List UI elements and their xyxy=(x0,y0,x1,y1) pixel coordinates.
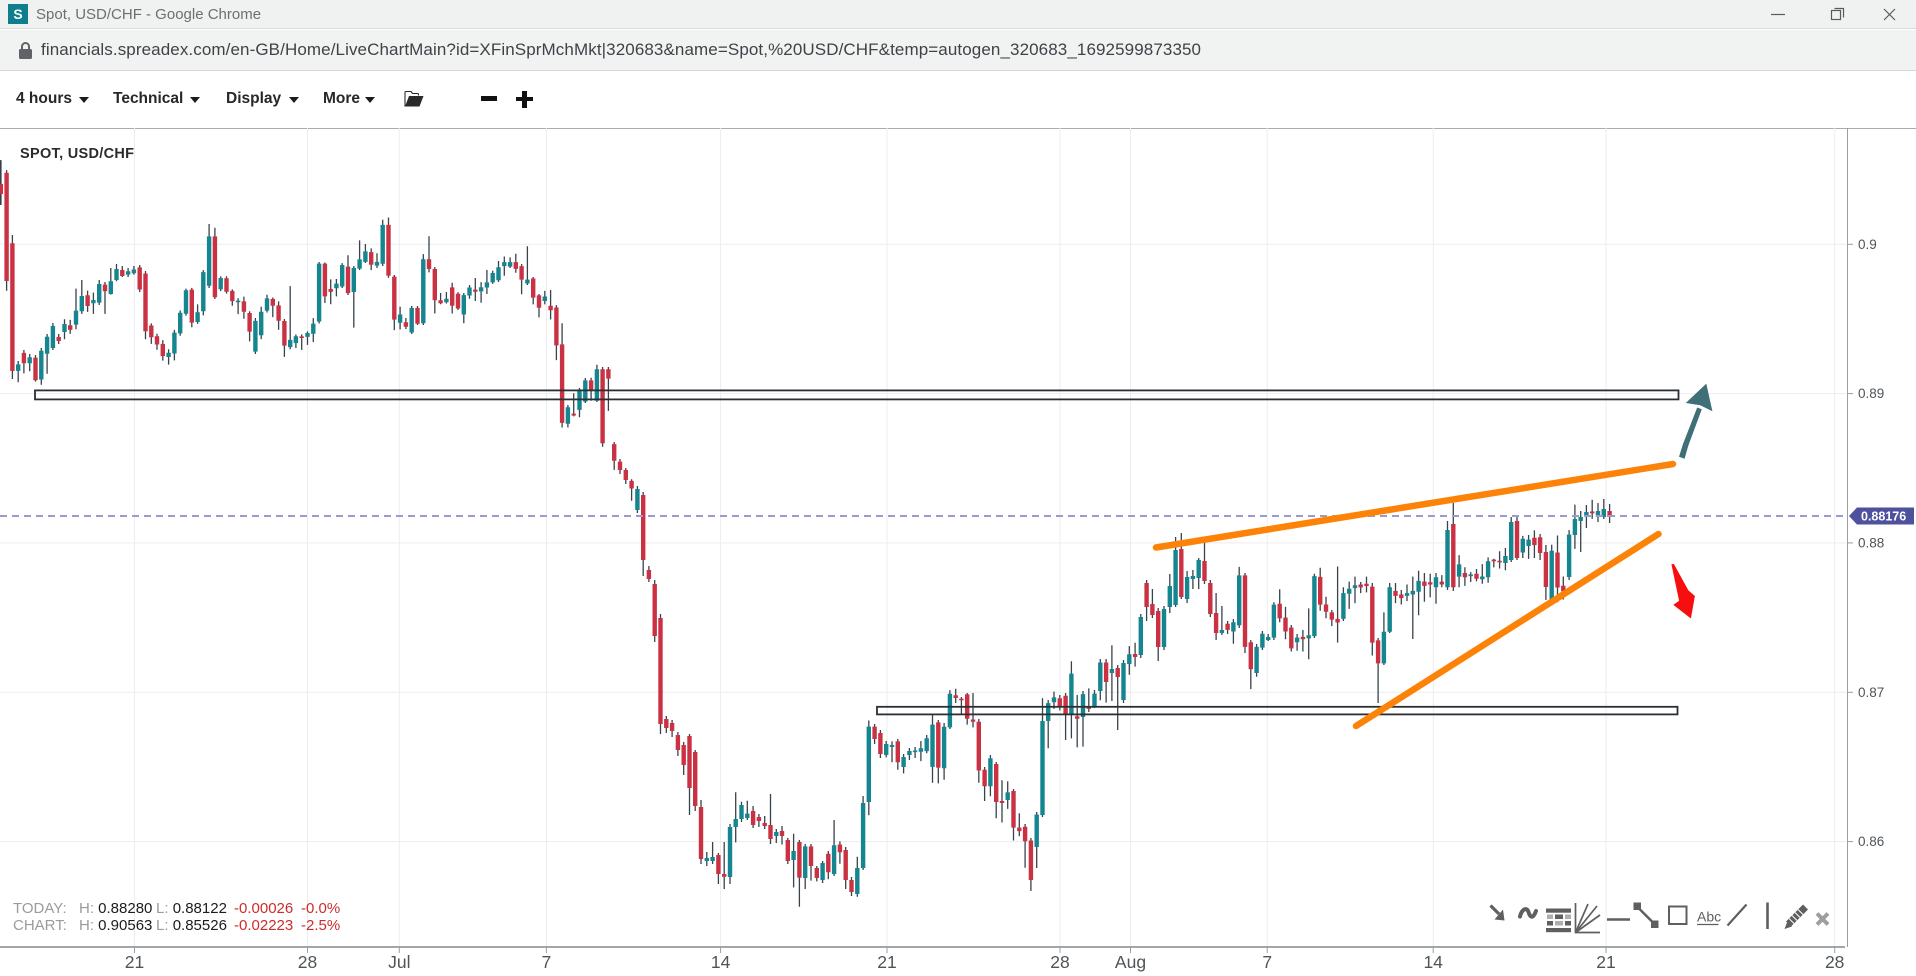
svg-text:0.88: 0.88 xyxy=(1858,535,1884,550)
svg-text:14: 14 xyxy=(1423,952,1443,972)
svg-text:0.86: 0.86 xyxy=(1858,834,1884,849)
svg-text:28: 28 xyxy=(1825,952,1844,972)
svg-text:21: 21 xyxy=(877,952,896,972)
svg-text:Abc: Abc xyxy=(1697,909,1721,925)
svg-text:28: 28 xyxy=(298,952,317,972)
svg-text:0.89: 0.89 xyxy=(1858,386,1884,401)
svg-text:7: 7 xyxy=(542,952,552,972)
svg-text:SPOT, USD/CHF: SPOT, USD/CHF xyxy=(20,146,134,162)
svg-text:28: 28 xyxy=(1050,952,1069,972)
svg-text:21: 21 xyxy=(1596,952,1615,972)
svg-text:Jul: Jul xyxy=(388,952,410,972)
svg-text:Aug: Aug xyxy=(1115,952,1146,972)
svg-text:0.9: 0.9 xyxy=(1858,237,1877,252)
svg-text:21: 21 xyxy=(125,952,144,972)
svg-text:14: 14 xyxy=(711,952,731,972)
svg-text:0.88176: 0.88176 xyxy=(1861,510,1906,524)
svg-text:7: 7 xyxy=(1262,952,1272,972)
svg-text:0.87: 0.87 xyxy=(1858,685,1884,700)
